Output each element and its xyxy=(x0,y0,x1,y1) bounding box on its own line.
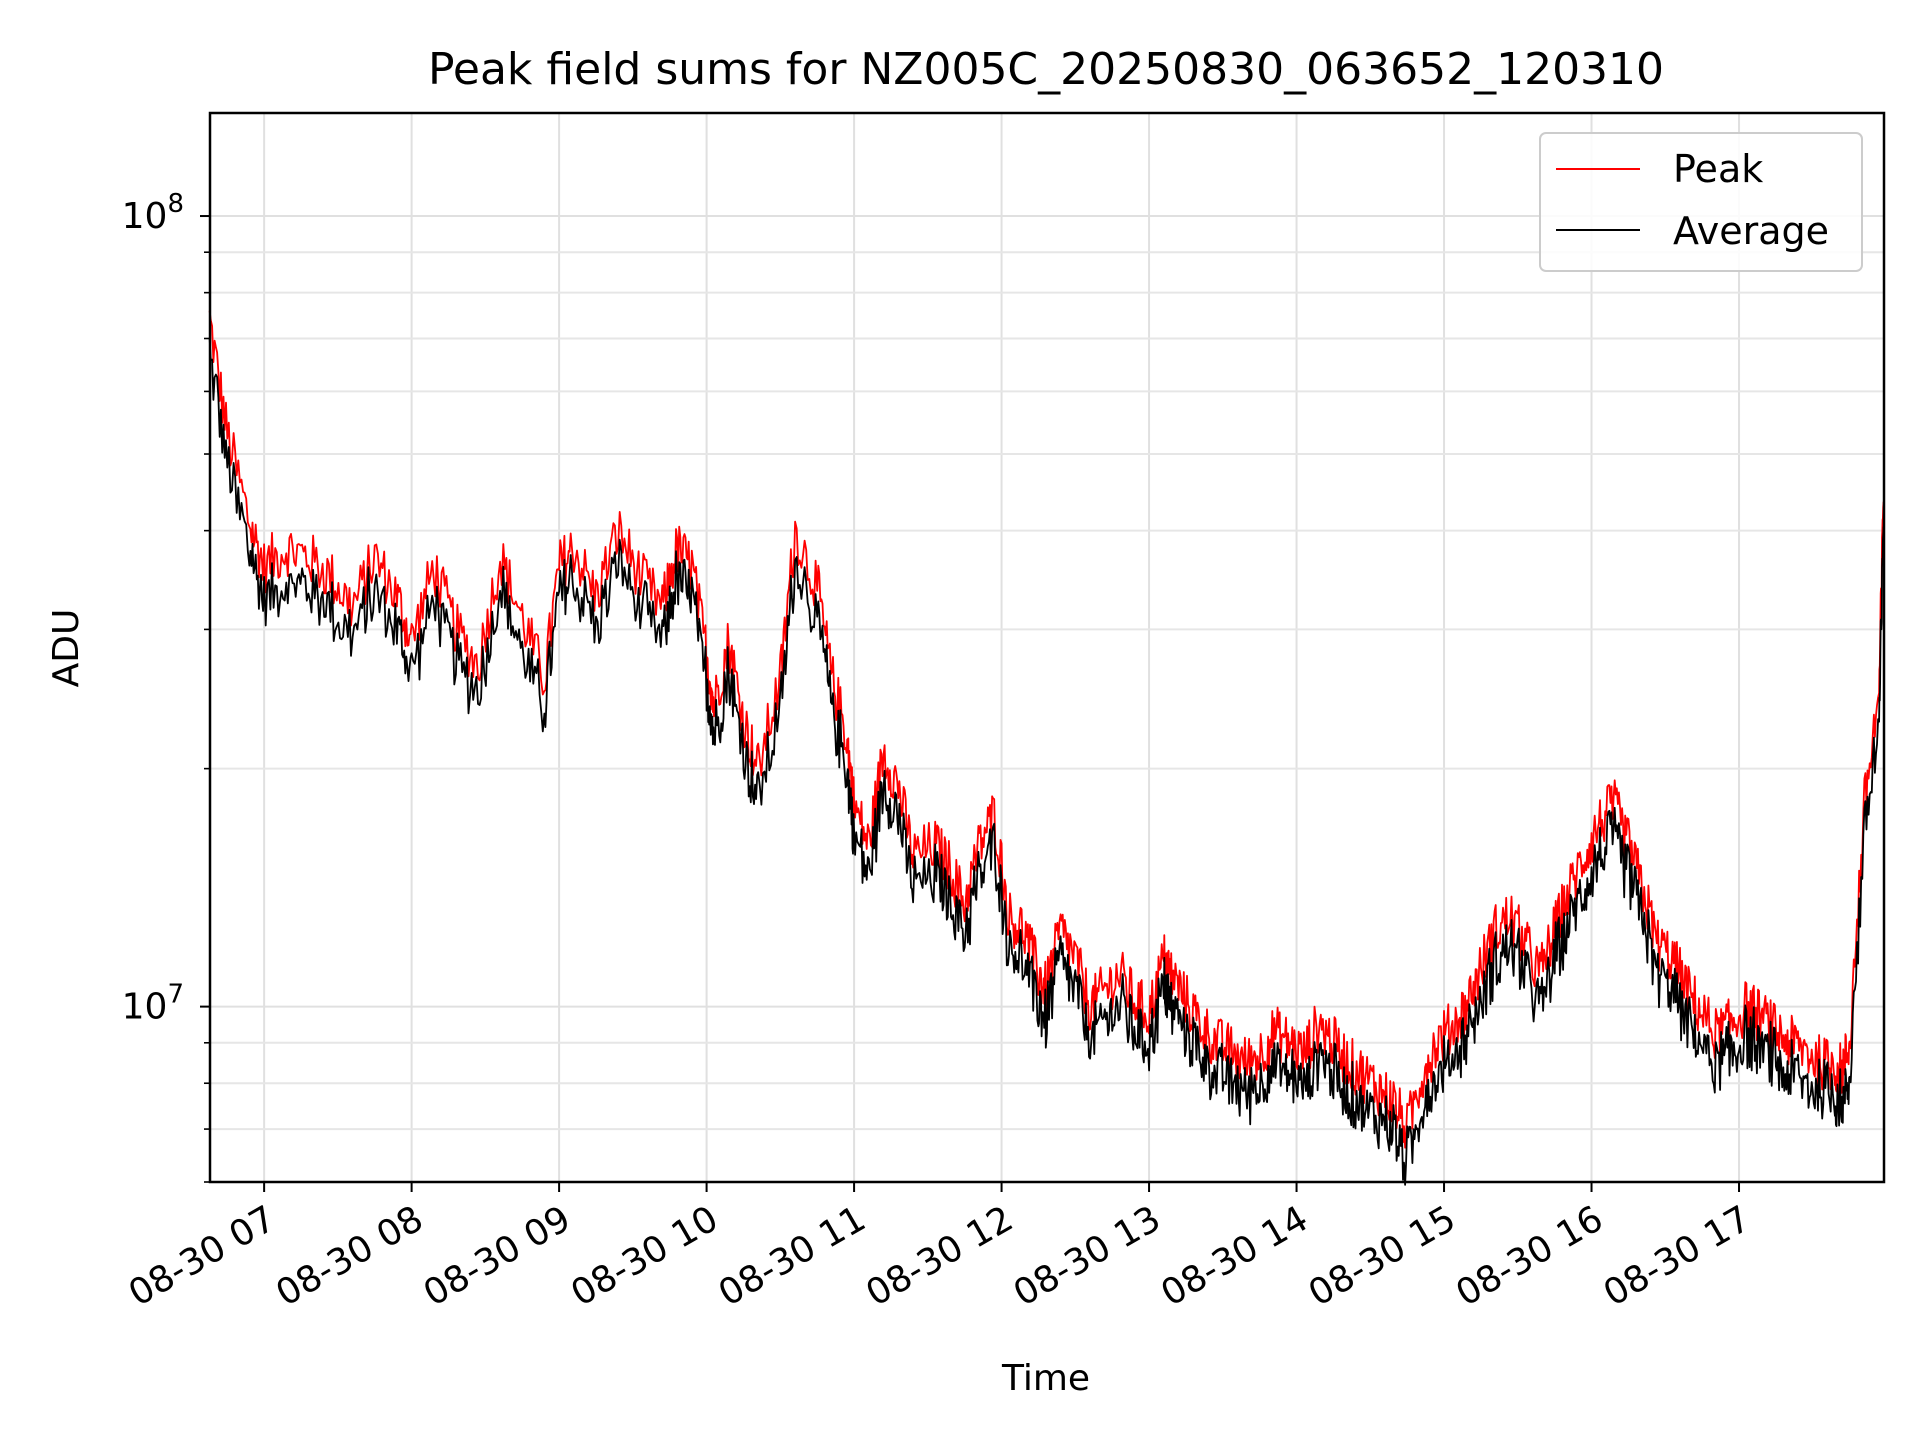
y-axis-ticks: 107 108 xyxy=(122,189,210,1183)
y-tick-label: 107 xyxy=(122,980,184,1028)
y-axis-label: ADU xyxy=(46,609,87,688)
legend-label-average: Average xyxy=(1673,209,1829,253)
legend-box xyxy=(1539,132,1863,272)
legend: Peak Average xyxy=(1539,132,1863,272)
legend-label-peak: Peak xyxy=(1673,147,1763,191)
x-axis-label: Time xyxy=(1001,1358,1090,1399)
chart-title: Peak field sums for NZ005C_20250830_0636… xyxy=(428,44,1664,95)
series-line-peak xyxy=(208,310,1885,1149)
y-tick-label: 108 xyxy=(122,189,184,237)
series-line-average xyxy=(208,337,1885,1186)
plot-frame xyxy=(208,111,1886,1184)
series-layer xyxy=(208,310,1885,1186)
